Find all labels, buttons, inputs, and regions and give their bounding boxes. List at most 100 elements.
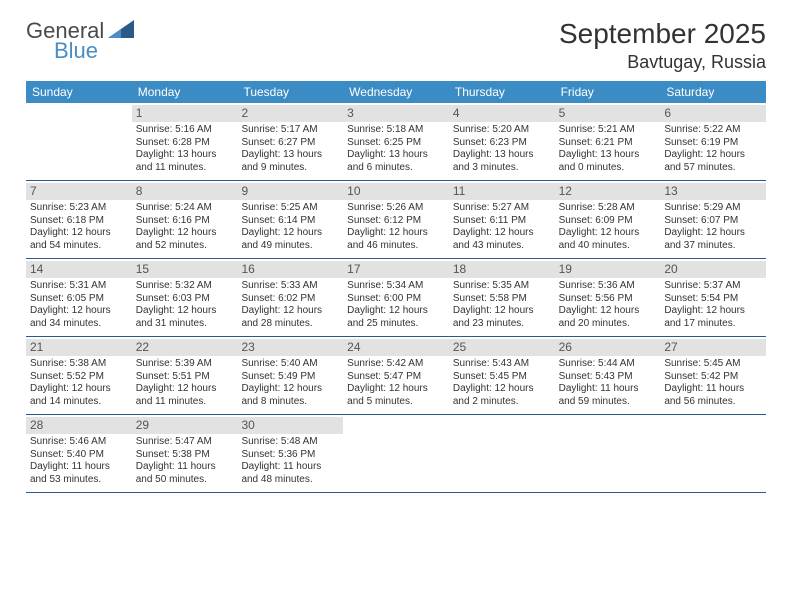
daylight-text: Daylight: 13 hours and 6 minutes.	[347, 149, 445, 174]
day-number: 5	[555, 105, 661, 122]
logo: General Blue	[26, 20, 134, 64]
day-number: 19	[555, 261, 661, 278]
day-cell: 8Sunrise: 5:24 AMSunset: 6:16 PMDaylight…	[132, 181, 238, 258]
sunrise-text: Sunrise: 5:32 AM	[136, 280, 234, 293]
daylight-text: Daylight: 12 hours and 17 minutes.	[664, 305, 762, 330]
sunrise-text: Sunrise: 5:27 AM	[453, 202, 551, 215]
sunset-text: Sunset: 5:52 PM	[30, 371, 128, 384]
daylight-text: Daylight: 12 hours and 40 minutes.	[559, 227, 657, 252]
sunrise-text: Sunrise: 5:45 AM	[664, 358, 762, 371]
empty-cell	[343, 415, 449, 492]
week-row: 7Sunrise: 5:23 AMSunset: 6:18 PMDaylight…	[26, 181, 766, 259]
sunset-text: Sunset: 5:56 PM	[559, 293, 657, 306]
daylight-text: Daylight: 13 hours and 0 minutes.	[559, 149, 657, 174]
week-row: 21Sunrise: 5:38 AMSunset: 5:52 PMDayligh…	[26, 337, 766, 415]
day-cell: 17Sunrise: 5:34 AMSunset: 6:00 PMDayligh…	[343, 259, 449, 336]
day-cell: 18Sunrise: 5:35 AMSunset: 5:58 PMDayligh…	[449, 259, 555, 336]
sunset-text: Sunset: 6:03 PM	[136, 293, 234, 306]
day-number: 6	[660, 105, 766, 122]
daylight-text: Daylight: 12 hours and 11 minutes.	[136, 383, 234, 408]
daylight-text: Daylight: 11 hours and 50 minutes.	[136, 461, 234, 486]
day-cell: 20Sunrise: 5:37 AMSunset: 5:54 PMDayligh…	[660, 259, 766, 336]
day-number: 8	[132, 183, 238, 200]
logo-blue-text: Blue	[54, 38, 98, 64]
daylight-text: Daylight: 13 hours and 9 minutes.	[241, 149, 339, 174]
sunrise-text: Sunrise: 5:31 AM	[30, 280, 128, 293]
sunrise-text: Sunrise: 5:44 AM	[559, 358, 657, 371]
daylight-text: Daylight: 12 hours and 46 minutes.	[347, 227, 445, 252]
daylight-text: Daylight: 12 hours and 5 minutes.	[347, 383, 445, 408]
dayname-tuesday: Tuesday	[237, 81, 343, 103]
sunrise-text: Sunrise: 5:26 AM	[347, 202, 445, 215]
sunset-text: Sunset: 6:07 PM	[664, 215, 762, 228]
sunset-text: Sunset: 5:47 PM	[347, 371, 445, 384]
day-number: 21	[26, 339, 132, 356]
sunrise-text: Sunrise: 5:23 AM	[30, 202, 128, 215]
day-number: 15	[132, 261, 238, 278]
day-number: 18	[449, 261, 555, 278]
sunrise-text: Sunrise: 5:21 AM	[559, 124, 657, 137]
day-cell: 9Sunrise: 5:25 AMSunset: 6:14 PMDaylight…	[237, 181, 343, 258]
sunrise-text: Sunrise: 5:16 AM	[136, 124, 234, 137]
sunrise-text: Sunrise: 5:22 AM	[664, 124, 762, 137]
day-cell: 5Sunrise: 5:21 AMSunset: 6:21 PMDaylight…	[555, 103, 661, 180]
dayname-sunday: Sunday	[26, 81, 132, 103]
day-cell: 27Sunrise: 5:45 AMSunset: 5:42 PMDayligh…	[660, 337, 766, 414]
sunrise-text: Sunrise: 5:33 AM	[241, 280, 339, 293]
daylight-text: Daylight: 12 hours and 43 minutes.	[453, 227, 551, 252]
day-number: 27	[660, 339, 766, 356]
sunset-text: Sunset: 6:14 PM	[241, 215, 339, 228]
day-number: 22	[132, 339, 238, 356]
day-cell: 12Sunrise: 5:28 AMSunset: 6:09 PMDayligh…	[555, 181, 661, 258]
day-number: 10	[343, 183, 449, 200]
dayname-saturday: Saturday	[660, 81, 766, 103]
sunrise-text: Sunrise: 5:48 AM	[241, 436, 339, 449]
sunset-text: Sunset: 5:54 PM	[664, 293, 762, 306]
sunrise-text: Sunrise: 5:39 AM	[136, 358, 234, 371]
daylight-text: Daylight: 12 hours and 8 minutes.	[241, 383, 339, 408]
day-cell: 29Sunrise: 5:47 AMSunset: 5:38 PMDayligh…	[132, 415, 238, 492]
day-number: 30	[237, 417, 343, 434]
daylight-text: Daylight: 12 hours and 28 minutes.	[241, 305, 339, 330]
day-cell: 16Sunrise: 5:33 AMSunset: 6:02 PMDayligh…	[237, 259, 343, 336]
day-cell: 4Sunrise: 5:20 AMSunset: 6:23 PMDaylight…	[449, 103, 555, 180]
page-header: General Blue September 2025 Bavtugay, Ru…	[26, 18, 766, 73]
sunset-text: Sunset: 6:23 PM	[453, 137, 551, 150]
sunrise-text: Sunrise: 5:40 AM	[241, 358, 339, 371]
sunset-text: Sunset: 5:43 PM	[559, 371, 657, 384]
sunrise-text: Sunrise: 5:25 AM	[241, 202, 339, 215]
sunset-text: Sunset: 5:45 PM	[453, 371, 551, 384]
day-cell: 30Sunrise: 5:48 AMSunset: 5:36 PMDayligh…	[237, 415, 343, 492]
sunrise-text: Sunrise: 5:18 AM	[347, 124, 445, 137]
day-cell: 26Sunrise: 5:44 AMSunset: 5:43 PMDayligh…	[555, 337, 661, 414]
sunset-text: Sunset: 5:51 PM	[136, 371, 234, 384]
dayname-friday: Friday	[555, 81, 661, 103]
calendar: SundayMondayTuesdayWednesdayThursdayFrid…	[26, 81, 766, 493]
sunrise-text: Sunrise: 5:29 AM	[664, 202, 762, 215]
empty-cell	[660, 415, 766, 492]
sunset-text: Sunset: 5:36 PM	[241, 449, 339, 462]
dayname-row: SundayMondayTuesdayWednesdayThursdayFrid…	[26, 81, 766, 103]
sunrise-text: Sunrise: 5:43 AM	[453, 358, 551, 371]
day-number: 1	[132, 105, 238, 122]
daylight-text: Daylight: 12 hours and 20 minutes.	[559, 305, 657, 330]
day-number: 2	[237, 105, 343, 122]
sunset-text: Sunset: 6:02 PM	[241, 293, 339, 306]
day-number: 28	[26, 417, 132, 434]
day-number: 23	[237, 339, 343, 356]
day-number: 25	[449, 339, 555, 356]
sunrise-text: Sunrise: 5:20 AM	[453, 124, 551, 137]
day-cell: 21Sunrise: 5:38 AMSunset: 5:52 PMDayligh…	[26, 337, 132, 414]
day-number: 9	[237, 183, 343, 200]
daylight-text: Daylight: 12 hours and 57 minutes.	[664, 149, 762, 174]
empty-cell	[555, 415, 661, 492]
empty-cell	[26, 103, 132, 180]
sunset-text: Sunset: 5:49 PM	[241, 371, 339, 384]
sunset-text: Sunset: 6:18 PM	[30, 215, 128, 228]
daylight-text: Daylight: 12 hours and 14 minutes.	[30, 383, 128, 408]
sunset-text: Sunset: 5:58 PM	[453, 293, 551, 306]
sunrise-text: Sunrise: 5:34 AM	[347, 280, 445, 293]
day-cell: 28Sunrise: 5:46 AMSunset: 5:40 PMDayligh…	[26, 415, 132, 492]
sunset-text: Sunset: 5:38 PM	[136, 449, 234, 462]
sunset-text: Sunset: 6:19 PM	[664, 137, 762, 150]
